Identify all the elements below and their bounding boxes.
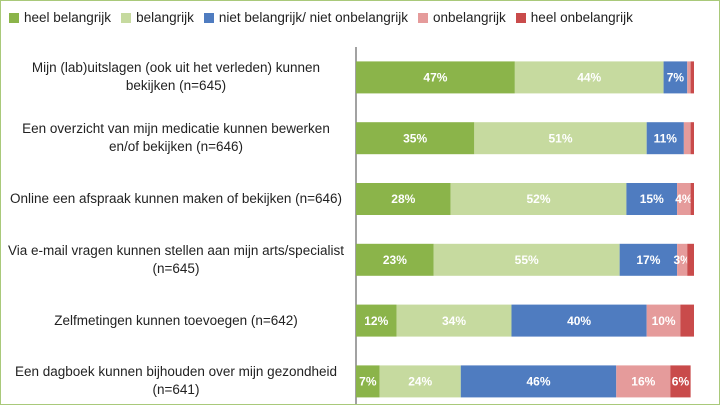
value-label: 55% (515, 253, 539, 267)
bar-segment (356, 183, 451, 215)
bar-segment (396, 304, 512, 337)
bar-segment (680, 304, 694, 337)
bar-segment (356, 243, 434, 276)
bar-segment (450, 183, 627, 215)
legend-item: heel onbelangrijk (515, 10, 633, 25)
bar-segment (677, 243, 688, 276)
legend-item: belangrijk (121, 10, 194, 25)
value-label: 44% (577, 71, 601, 85)
value-label: 15% (640, 192, 664, 206)
bar-segment (677, 183, 691, 215)
bar-segment (356, 122, 475, 155)
bar-segment (474, 122, 647, 155)
value-label: 12% (364, 314, 388, 328)
bar-segment (690, 122, 694, 155)
bar-segment (690, 183, 694, 215)
value-label: 24% (408, 375, 432, 389)
legend-label: onbelangrijk (432, 10, 506, 25)
legend-swatch (121, 12, 132, 23)
bar-segment (687, 243, 694, 276)
value-label: 47% (423, 71, 447, 85)
value-label: 28% (391, 192, 415, 206)
bar-segment (460, 365, 617, 398)
legend-label: niet belangrijk/ niet onbelangrijk (218, 10, 408, 25)
legend-label: heel belangrijk (24, 10, 112, 25)
bar-segment (626, 183, 678, 215)
value-label: 34% (442, 314, 466, 328)
bar-segment (511, 304, 647, 337)
category-label: Een overzicht van mijn medicatie kunnen … (22, 121, 330, 155)
bar-segment (379, 365, 461, 398)
bar-segment (356, 365, 380, 398)
value-label: 11% (654, 131, 678, 145)
legend-item: onbelangrijk (417, 10, 506, 25)
bar-segment (619, 243, 678, 276)
value-label: 3% (673, 253, 691, 267)
value-label: 17% (636, 253, 660, 267)
legend-swatch (203, 12, 214, 23)
bar-segment (433, 243, 620, 276)
category-label: Zelfmetingen kunnen toevoegen (n=642) (54, 312, 298, 328)
legend: heel belangrijk belangrijk niet belangrijk… (9, 10, 633, 25)
legend-item: niet belangrijk/ niet onbelangrijk (203, 10, 408, 25)
value-label: 6% (672, 375, 690, 389)
bar-segment (663, 61, 688, 94)
value-label: 52% (527, 192, 551, 206)
bar-segment (616, 365, 671, 398)
bar-segment (687, 61, 691, 94)
bar-segment (646, 122, 684, 155)
legend-swatch (417, 12, 428, 23)
value-label: 16% (631, 375, 655, 389)
bar-segment (514, 61, 664, 94)
legend-item: heel belangrijk (9, 10, 111, 25)
legend-swatch (9, 12, 19, 23)
value-label: 40% (567, 314, 591, 328)
bar-segment (670, 365, 691, 398)
bar-segment (356, 61, 515, 94)
value-label: 35% (403, 131, 427, 145)
category-label: Online een afspraak kunnen maken of beki… (9, 191, 343, 206)
bar-segment (683, 122, 691, 155)
bar-segment (646, 304, 681, 337)
legend-label: belangrijk (136, 10, 194, 25)
value-label: 7% (667, 71, 685, 85)
value-label: 51% (548, 131, 572, 145)
legend-label: heel onbelangrijk (530, 10, 633, 25)
value-label: 7% (359, 375, 377, 389)
value-label: 10% (652, 314, 676, 328)
value-label: 23% (383, 253, 407, 267)
value-label: 46% (527, 375, 551, 389)
category-label: Een dagboek kunnen bijhouden over mijn g… (15, 364, 337, 398)
category-label: Via e-mail vragen kunnen stellen aan mij… (8, 242, 344, 276)
category-label: Mijn (lab)uitslagen (ook uit het verlede… (31, 60, 321, 94)
bar-segment (356, 304, 397, 337)
legend-swatch (515, 12, 526, 23)
value-label: 4% (675, 192, 693, 206)
bar-segment (690, 61, 694, 94)
